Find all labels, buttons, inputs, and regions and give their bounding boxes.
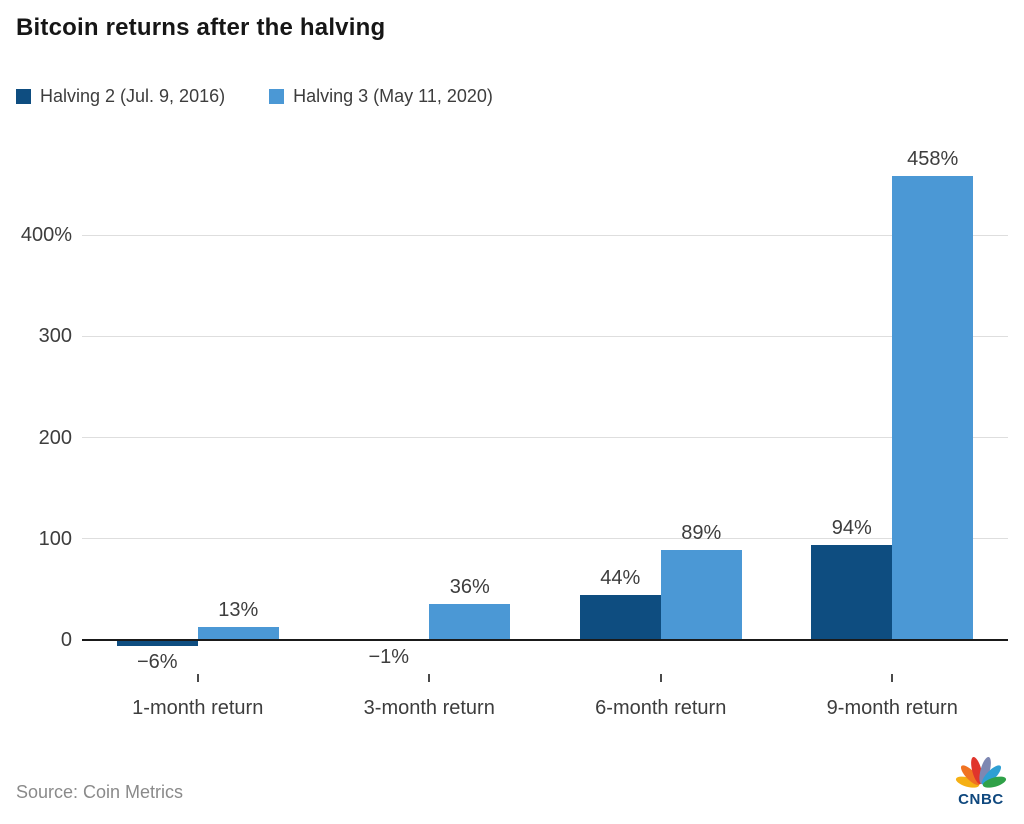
value-label-9-month-return-s1: 94% bbox=[831, 517, 872, 539]
source-label: Source: Coin Metrics bbox=[16, 782, 184, 802]
gridline-300 bbox=[82, 335, 1008, 337]
chart-title: Bitcoin returns after the halving bbox=[16, 14, 386, 41]
bar-halving-3-9-month-return bbox=[892, 176, 974, 640]
bar-halving-2-6-month-return bbox=[579, 595, 661, 640]
x-category-label-9-month-return: 9-month return bbox=[826, 697, 958, 719]
x-tick-6-month-return bbox=[659, 674, 662, 682]
gridline-100 bbox=[82, 538, 1008, 540]
gridline-400 bbox=[82, 234, 1008, 236]
cnbc-logo: CNBC bbox=[950, 750, 1012, 808]
x-category-label-1-month-return: 1-month return bbox=[132, 697, 264, 719]
value-label-1-month-return-s2: 13% bbox=[218, 599, 259, 621]
legend-swatch-halving-2-icon bbox=[16, 89, 31, 104]
x-category-label-6-month-return: 6-month return bbox=[595, 697, 727, 719]
gridline-200 bbox=[82, 437, 1008, 438]
value-label-3-month-return-s2: 36% bbox=[449, 576, 490, 598]
y-tick-label-200: 200 bbox=[38, 426, 72, 449]
chart-legend: Halving 2 (Jul. 9, 2016) Halving 3 (May … bbox=[16, 86, 493, 107]
bar-halving-2-1-month-return bbox=[116, 640, 198, 646]
zero-axis-line bbox=[82, 639, 1008, 641]
value-label-9-month-return-s2: 458% bbox=[907, 148, 959, 170]
value-label-6-month-return-s2: 89% bbox=[681, 522, 722, 544]
legend-label-halving-2: Halving 2 (Jul. 9, 2016) bbox=[40, 86, 226, 106]
x-tick-3-month-return bbox=[428, 674, 431, 682]
bar-halving-3-1-month-return bbox=[197, 627, 279, 640]
y-tick-label-100: 100 bbox=[38, 527, 72, 550]
legend-item-halving-3: Halving 3 (May 11, 2020) bbox=[269, 86, 493, 107]
y-tick-label-400: 400% bbox=[20, 224, 72, 246]
value-label-3-month-return-s1: −1% bbox=[368, 646, 410, 668]
legend-item-halving-2: Halving 2 (Jul. 9, 2016) bbox=[16, 86, 225, 107]
value-label-1-month-return-s1: −6% bbox=[136, 651, 178, 673]
cnbc-peacock-icon bbox=[955, 756, 1007, 788]
y-tick-label-0: 0 bbox=[60, 629, 72, 651]
y-tick-label-300: 300 bbox=[38, 325, 72, 348]
value-label-6-month-return-s1: 44% bbox=[600, 567, 641, 589]
bar-halving-2-9-month-return bbox=[811, 545, 893, 640]
bar-halving-3-3-month-return bbox=[429, 604, 511, 640]
cnbc-logo-text: CNBC bbox=[958, 791, 1004, 808]
x-category-label-3-month-return: 3-month return bbox=[363, 697, 495, 719]
bar-halving-3-6-month-return bbox=[660, 550, 742, 640]
x-tick-9-month-return bbox=[891, 674, 894, 682]
legend-swatch-halving-3-icon bbox=[269, 89, 285, 104]
legend-label-halving-3: Halving 3 (May 11, 2020) bbox=[293, 86, 493, 106]
x-tick-1-month-return bbox=[196, 674, 199, 682]
